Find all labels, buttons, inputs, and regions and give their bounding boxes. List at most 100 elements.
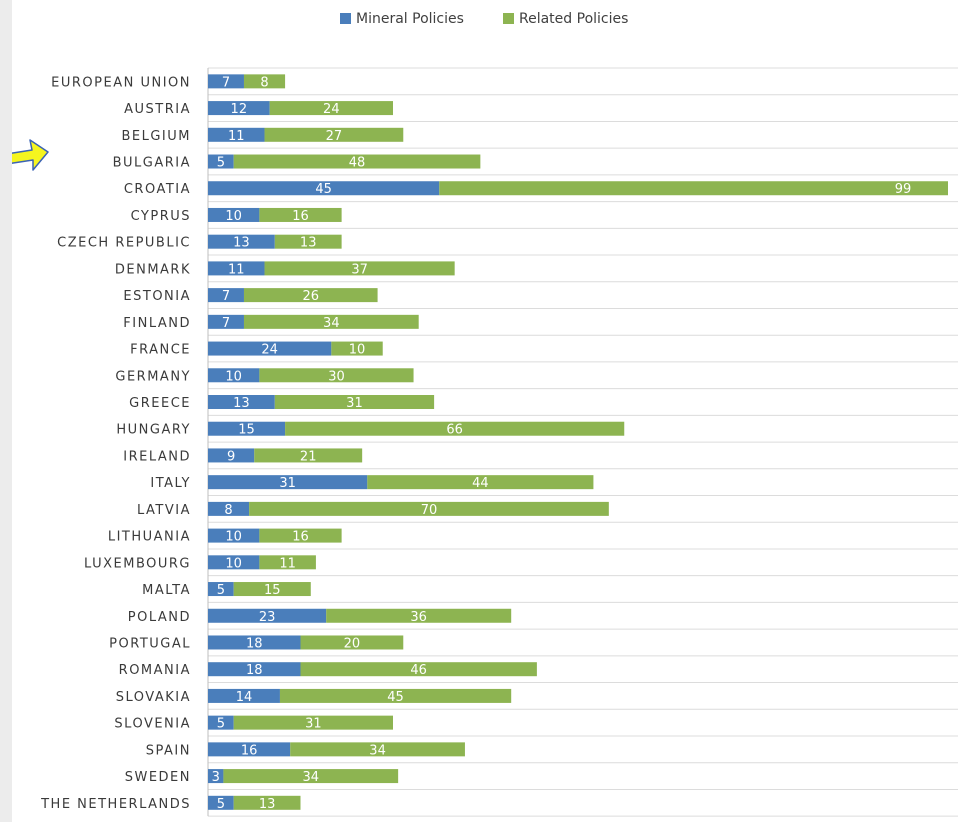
data-label-related: 34 (323, 316, 340, 331)
data-label-related: 37 (351, 262, 368, 277)
data-label-related: 48 (349, 156, 366, 171)
data-label-related: 8 (260, 75, 268, 90)
bar-mineral (208, 421, 286, 436)
bar-related (243, 314, 419, 329)
bar-mineral (208, 608, 327, 623)
bar-related (274, 234, 342, 249)
bar-mineral (208, 341, 332, 356)
data-label-mineral: 10 (225, 530, 242, 545)
bar-related (279, 688, 512, 703)
bar-mineral (208, 501, 250, 516)
category-label: LATVIA (137, 503, 191, 518)
data-label-related: 13 (300, 236, 317, 251)
data-label-related: 27 (326, 129, 343, 144)
data-label-mineral: 13 (233, 236, 250, 251)
category-label: GREECE (129, 396, 191, 411)
category-label: SWEDEN (125, 770, 191, 785)
bar-related (233, 715, 393, 730)
data-label-related: 34 (369, 743, 386, 758)
bar-mineral (208, 769, 224, 784)
category-label: BELGIUM (121, 129, 191, 144)
category-label: GERMANY (115, 369, 191, 384)
category-label: ITALY (150, 476, 191, 491)
data-label-related: 30 (328, 369, 345, 384)
data-label-related: 45 (387, 690, 404, 705)
data-label-related: 66 (446, 423, 463, 438)
bar-mineral (208, 368, 260, 383)
legend-label-mineral: Mineral Policies (356, 11, 464, 27)
category-label: FINLAND (123, 316, 191, 331)
bar-related (326, 608, 512, 623)
category-label: ROMANIA (119, 663, 191, 678)
category-label: LUXEMBOURG (84, 556, 191, 571)
legend-swatch-related (503, 13, 514, 24)
data-label-mineral: 15 (238, 423, 255, 438)
data-label-mineral: 5 (217, 717, 225, 732)
category-label: THE NETHERLANDS (40, 797, 191, 812)
legend: Mineral Policies Related Policies (340, 11, 628, 27)
data-label-related: 13 (259, 797, 276, 812)
data-label-related: 46 (410, 663, 427, 678)
bar-mineral (208, 181, 440, 196)
data-label-related: 34 (303, 770, 320, 785)
data-label-mineral: 23 (259, 610, 276, 625)
bar-mineral (208, 715, 234, 730)
bar-mineral (208, 261, 265, 276)
bar-mineral (208, 742, 291, 757)
category-label: HUNGARY (116, 423, 191, 438)
bar-mineral (208, 314, 244, 329)
data-label-mineral: 5 (217, 156, 225, 171)
category-label: CZECH REPUBLIC (57, 236, 191, 251)
bar-mineral (208, 448, 255, 463)
bar-related (249, 501, 609, 516)
data-label-related: 10 (349, 343, 366, 358)
bar-related (233, 582, 311, 597)
bar-related (285, 421, 625, 436)
bar-related (243, 74, 286, 89)
category-label: BULGARIA (113, 156, 191, 171)
data-label-related: 70 (421, 503, 438, 518)
data-label-mineral: 31 (279, 476, 296, 491)
category-labels: EUROPEAN UNION AUSTRIA BELGIUM BULGARIA CROA… (40, 75, 191, 812)
category-label: SLOVENIA (114, 717, 191, 732)
bar-mineral (208, 74, 244, 89)
bar-related (233, 795, 301, 810)
bar-related (259, 368, 414, 383)
bar-related (439, 181, 948, 196)
category-label: SLOVAKIA (116, 690, 191, 705)
bar-mineral (208, 207, 260, 222)
data-label-mineral: 11 (228, 129, 245, 144)
bar-mineral (208, 528, 260, 543)
data-label-mineral: 13 (233, 396, 250, 411)
bar-mineral (208, 635, 301, 650)
bar-related (223, 769, 399, 784)
category-label: MALTA (142, 583, 191, 598)
bar-mineral (208, 688, 280, 703)
legend-label-related: Related Policies (519, 11, 628, 27)
bar-mineral (208, 101, 270, 116)
legend-swatch-mineral (340, 13, 351, 24)
data-label-related: 16 (292, 209, 309, 224)
bar-mineral (208, 288, 244, 303)
data-label-related: 21 (300, 449, 317, 464)
bar-related (259, 528, 342, 543)
category-label: AUSTRIA (124, 102, 191, 117)
data-label-mineral: 3 (212, 770, 220, 785)
bar-mineral (208, 555, 260, 570)
data-label-related: 16 (292, 530, 309, 545)
data-label-related: 24 (323, 102, 340, 117)
data-label-mineral: 12 (231, 102, 248, 117)
data-label-mineral: 11 (228, 262, 245, 277)
data-label-related: 15 (264, 583, 281, 598)
bar-mineral (208, 154, 234, 169)
data-label-mineral: 45 (315, 182, 332, 197)
bar-mineral (208, 795, 234, 810)
data-label-related: 31 (346, 396, 363, 411)
category-label: FRANCE (130, 343, 191, 358)
category-label: LITHUANIA (108, 530, 191, 545)
data-label-mineral: 9 (227, 449, 235, 464)
bar-mineral (208, 127, 265, 142)
bar-mineral (208, 662, 301, 677)
bar-related (264, 261, 455, 276)
